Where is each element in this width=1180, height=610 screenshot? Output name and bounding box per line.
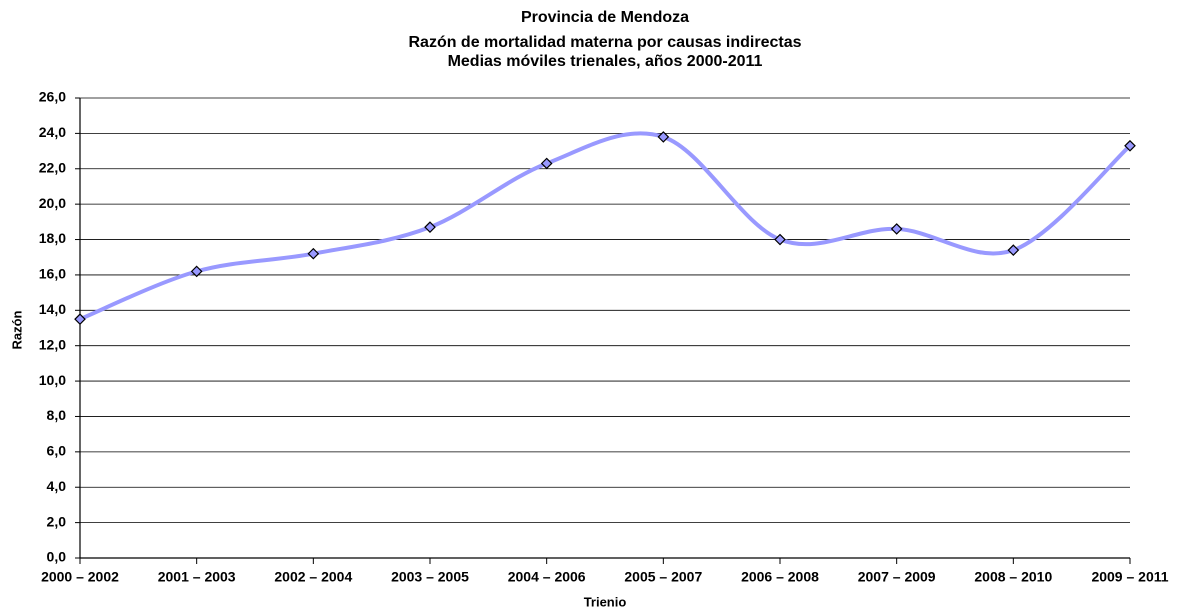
x-tick-label: 2003 – 2005 — [391, 569, 469, 585]
x-tick-label: 2004 – 2006 — [508, 569, 586, 585]
y-tick-label: 2,0 — [47, 513, 67, 529]
y-tick-label: 16,0 — [39, 266, 66, 282]
y-tick-label: 4,0 — [47, 478, 67, 494]
x-tick-label: 2008 – 2010 — [974, 569, 1052, 585]
marker — [774, 233, 786, 246]
y-tick-label: 10,0 — [39, 372, 66, 388]
y-tick-label: 24,0 — [39, 124, 66, 140]
y-tick-label: 14,0 — [39, 301, 66, 317]
y-tick-label: 8,0 — [47, 407, 67, 423]
x-tick-label: 2006 – 2008 — [741, 569, 819, 585]
line — [79, 131, 1132, 322]
marker — [1124, 139, 1136, 152]
x-axis-label: Trienio — [584, 594, 627, 609]
x-tick-label: 2002 – 2004 — [274, 569, 352, 585]
x-tick-label: 2009 – 2011 — [1091, 569, 1168, 585]
y-tick-label: 12,0 — [39, 336, 66, 352]
y-tick-label: 18,0 — [39, 230, 66, 246]
marker — [657, 131, 670, 143]
y-tick-label: 6,0 — [47, 443, 67, 459]
chart-title: Medias móviles trienales, años 2000-2011 — [448, 53, 763, 70]
y-tick-label: 20,0 — [39, 195, 66, 211]
x-tick-label: 2005 – 2007 — [624, 569, 702, 585]
x-tick-label: 2001 – 2003 — [158, 569, 236, 585]
marker — [190, 265, 203, 278]
chart-title: Provincia de Mendoza — [521, 9, 689, 26]
marker — [540, 157, 553, 170]
y-tick-label: 26,0 — [39, 89, 66, 105]
marker — [890, 223, 903, 235]
x-tick-label: 2007 – 2009 — [858, 569, 936, 585]
y-tick-label: 22,0 — [39, 159, 66, 175]
marker — [1007, 244, 1020, 257]
marker — [307, 247, 320, 260]
y-tick-label: 0,0 — [47, 549, 67, 565]
chart-title: Razón de mortalidad materna por causas i… — [408, 34, 801, 51]
marker — [74, 313, 86, 326]
marker — [424, 221, 436, 234]
y-axis-label: Razón — [9, 310, 24, 349]
x-tick-label: 2000 – 2002 — [41, 569, 119, 585]
